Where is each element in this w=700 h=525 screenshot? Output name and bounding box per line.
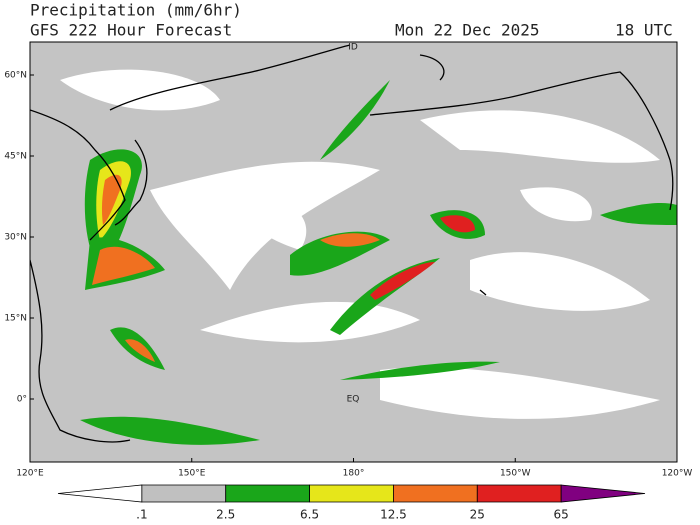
lon-label: 180° [343,469,365,479]
colorbar-label: 6.5 [300,508,319,522]
coastlines [30,44,674,443]
map-area: 60°N 45°N 30°N 15°N 0° 120°E 150°E 180° 150°W 120… [4,41,693,479]
colorbar-swatch [57,484,143,503]
lat-label: 30°N [4,233,27,243]
valid-date: Mon 22 Dec 2025 [395,21,540,40]
model-run: GFS 222 Hour Forecast [30,21,232,40]
colorbar-swatch [560,484,646,503]
dry-areas [60,69,660,419]
colorbar-swatch [476,484,562,503]
lat-label: 60°N [4,71,27,81]
colorbar-label: .1 [136,508,147,522]
rain-bands [80,80,677,445]
lat-label: 45°N [4,152,27,162]
colorbar: .1 2.5 6.5 12.5 25 65 [57,484,646,522]
colorbar-label: 25 [470,508,485,522]
valid-time: 18 UTC [615,21,673,40]
colorbar-label: 12.5 [380,508,407,522]
colorbar-swatch [309,484,394,503]
lon-label: 150°W [500,469,531,479]
lon-label: 120°W [662,469,693,479]
lon-label: 120°E [16,469,44,479]
colorbar-label: 2.5 [216,508,235,522]
title: Precipitation (mm/6hr) [30,1,242,20]
annotation: ID [348,43,358,53]
lat-label: 15°N [4,314,27,324]
colorbar-swatch [141,484,227,503]
annotation: EQ [347,395,360,405]
colorbar-swatch [393,484,478,503]
colorbar-label: 65 [554,508,569,522]
colorbar-swatch [225,484,310,503]
lon-label: 150°E [178,469,206,479]
lat-label: 0° [17,395,27,405]
